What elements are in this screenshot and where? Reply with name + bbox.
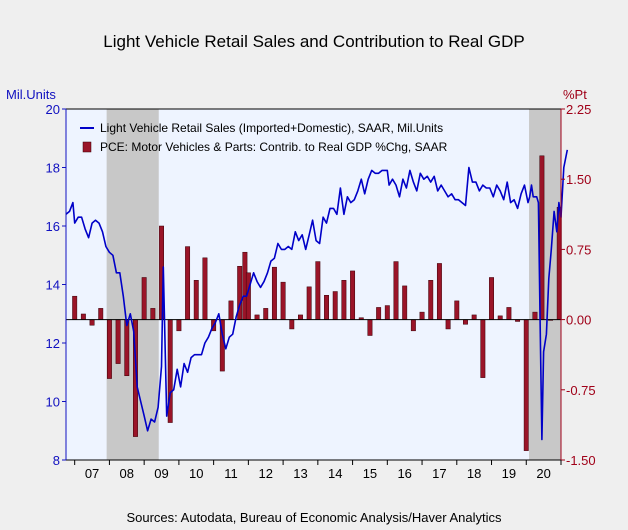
left-axis-tick-label: 18 [46, 161, 60, 176]
bar [419, 311, 425, 320]
bar [376, 307, 382, 320]
right-axis-tick-label: -0.75 [566, 383, 596, 398]
bar [176, 319, 182, 332]
bar [497, 315, 503, 320]
bar [115, 319, 121, 364]
right-axis-tick-label: 0.75 [566, 242, 591, 257]
left-axis-tick-label: 12 [46, 336, 60, 351]
x-axis-tick-label: 14 [328, 466, 342, 481]
bar [271, 266, 277, 320]
left-axis-tick-label: 16 [46, 219, 60, 234]
x-axis-tick-label: 19 [502, 466, 516, 481]
bar [263, 308, 269, 320]
chart-title: Light Vehicle Retail Sales and Contribut… [103, 32, 525, 51]
left-axis-tick-label: 10 [46, 395, 60, 410]
bar [193, 280, 199, 320]
bar [141, 277, 147, 320]
bar [367, 319, 373, 336]
bar [324, 295, 329, 320]
x-axis-tick-label: 13 [293, 466, 307, 481]
bar-series [72, 155, 562, 451]
bar [393, 261, 399, 320]
bar [436, 263, 442, 320]
x-axis-tick-label: 18 [467, 466, 481, 481]
source-note: Sources: Autodata, Bureau of Economic An… [126, 510, 502, 525]
bar [410, 319, 416, 332]
bar [384, 305, 390, 320]
bar [428, 280, 434, 320]
x-axis-tick-label: 09 [154, 466, 168, 481]
legend: Light Vehicle Retail Sales (Imported+Dom… [80, 121, 448, 154]
x-axis-tick-label: 07 [85, 466, 99, 481]
legend-label-pce: PCE: Motor Vehicles & Parts: Contrib. to… [100, 140, 448, 154]
x-axis-tick-label: 08 [120, 466, 134, 481]
bar [523, 319, 529, 451]
right-axis-tick-label: 2.25 [566, 102, 591, 117]
bar [532, 311, 538, 320]
bar [150, 308, 156, 320]
x-axis-tick-label: 12 [259, 466, 273, 481]
bar [471, 314, 477, 320]
bar [332, 291, 338, 320]
right-axis-tick-label: -1.50 [566, 453, 596, 468]
bar [480, 319, 486, 378]
bar [341, 280, 347, 320]
legend-bar-swatch [82, 141, 92, 153]
bar [315, 261, 321, 320]
bar [445, 319, 451, 330]
bar [80, 313, 86, 320]
bar [254, 314, 260, 320]
right-axis-tick-label: 1.50 [566, 172, 591, 187]
bar [106, 319, 112, 379]
bar [506, 307, 512, 320]
x-axis-tick-label: 15 [363, 466, 377, 481]
line-series [65, 149, 569, 441]
left-axis-tick-label: 20 [46, 102, 60, 117]
bar [228, 300, 234, 320]
sales-line [65, 149, 569, 441]
recession-band [106, 109, 159, 460]
x-axis-tick-label: 17 [432, 466, 446, 481]
left-axis-tick-label: 14 [46, 278, 60, 293]
bar [306, 286, 312, 320]
bar [350, 270, 356, 320]
bar [280, 281, 286, 320]
right-axis-tick-label: 0.00 [566, 313, 591, 328]
x-axis-tick-label: 11 [224, 466, 238, 481]
bar [72, 295, 78, 320]
bar [185, 246, 191, 320]
bar [89, 319, 95, 326]
bar [98, 308, 104, 320]
x-axis-tick-label: 16 [397, 466, 411, 481]
axes: 8 10 12 14 16 18 20 -1.50 -0.75 0.00 0.75 1.50 2.25 0… [46, 102, 596, 481]
bar [454, 300, 460, 320]
recession-band [529, 109, 561, 460]
bar [298, 314, 303, 320]
x-axis-tick-label: 10 [189, 466, 203, 481]
legend-label-sales: Light Vehicle Retail Sales (Imported+Dom… [100, 121, 443, 135]
bar [463, 319, 468, 325]
recession-shading [106, 109, 561, 460]
right-axis-unit: %Pt [563, 87, 587, 102]
bar [289, 319, 295, 330]
bar [402, 285, 408, 320]
x-axis-tick-label: 20 [536, 466, 550, 481]
left-axis-tick-label: 8 [53, 453, 60, 468]
bar [124, 319, 130, 377]
bar [202, 257, 208, 320]
bar [489, 277, 494, 320]
left-axis-unit: Mil.Units [6, 87, 56, 102]
